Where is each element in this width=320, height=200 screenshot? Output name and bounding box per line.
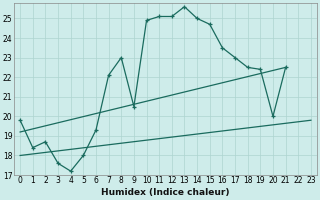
X-axis label: Humidex (Indice chaleur): Humidex (Indice chaleur) [101,188,230,197]
